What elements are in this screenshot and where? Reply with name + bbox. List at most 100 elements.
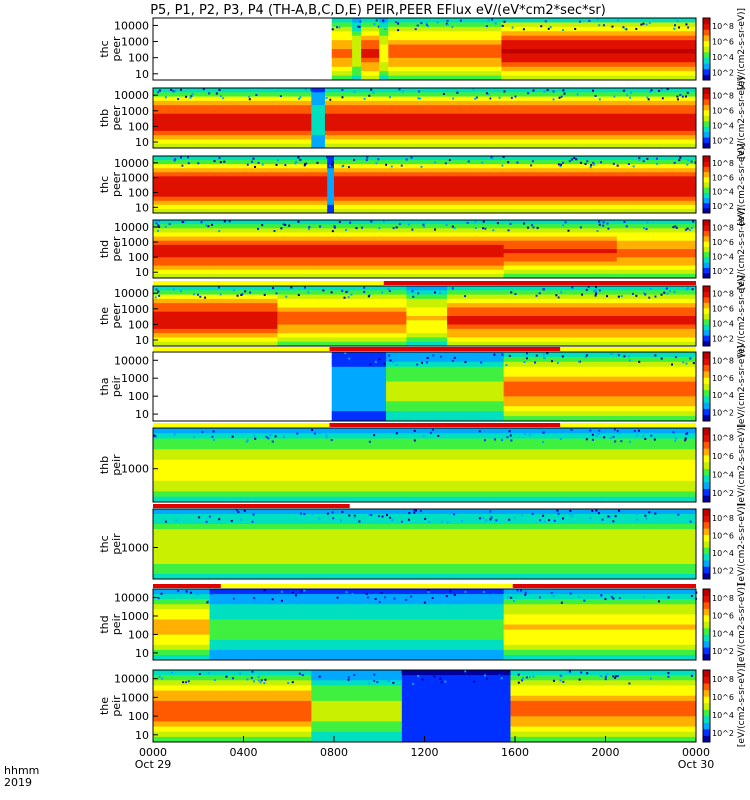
spectrum-noise [612,435,615,438]
colorbar-swatch [703,296,710,303]
spectrum-noise [157,597,160,600]
spectrum-band [311,721,403,728]
spectrum-noise [598,223,601,226]
spectrum-noise [507,596,510,599]
spectrum-noise [271,598,274,601]
panel-sub-label: peir [110,454,123,476]
colorbar-tha-peir: 10^210^410^610^8 [eV/(cm2-s-sr-eV)] [702,345,747,428]
spectrum-band [153,496,697,503]
panel-sub-label: peer [110,303,123,329]
spectrum-band [277,290,407,296]
spectrum-noise [667,596,670,599]
spectrum-noise [501,353,504,356]
spectrum-band [447,290,697,296]
spectrum-noise [568,160,571,163]
spectrum-noise [370,513,373,516]
colorbar-swatch [703,302,710,309]
spectrum-noise [532,675,535,678]
spectrum-band [153,514,697,520]
colorbar-tick-label: 10^4 [712,252,734,261]
spectrum-noise [377,158,380,161]
spectrum-band [406,328,448,334]
spectrum-band [401,680,511,686]
colorbar-swatch [703,109,710,116]
spectrum-noise [384,596,387,599]
spectrum-noise [264,678,267,681]
spectrum-band [501,44,697,50]
spectrum-band [352,22,362,28]
spectrum-noise [172,288,175,291]
spectrum-noise [626,94,629,97]
spectrum-noise [617,295,620,298]
spectrum-band [501,71,697,77]
spectrum-noise [451,26,454,29]
spectrum-noise [508,354,511,357]
spectrum-band [324,109,697,115]
spectrum-noise [261,224,264,227]
spectrum-noise [627,163,630,166]
spectrum-band [503,386,697,392]
spectrum-noise [353,90,356,93]
spectrum-noise [395,226,398,229]
spectrum-noise [580,161,583,164]
spectrum-noise [331,511,334,514]
y-tick-label: 1000 [121,691,149,704]
spectrum-noise [372,91,375,94]
colorbar-tick-label: 10^2 [712,408,734,417]
spectrum-band [388,62,502,68]
colorbar-swatch [703,383,710,391]
spectrum-noise [211,435,214,438]
spectrum-noise [679,156,682,159]
spectrum-noise [291,591,294,594]
spectrum-segment [386,352,505,422]
spectrum-noise [330,291,333,294]
y-tick-label: 10 [135,729,149,742]
spectrum-noise [598,433,601,436]
spectrum-band [311,96,326,102]
spectrum-band [153,731,312,738]
spectrum-band [153,614,211,620]
spectrum-noise [598,429,601,432]
spectrum-noise [440,355,443,358]
colorbar-swatch [703,670,710,678]
spectrum-noise [609,437,612,440]
spectrum-noise [624,27,627,30]
colorbar-tick-label: 10^4 [712,188,734,197]
colorbar-swatch [703,722,710,730]
spectrum-band [209,634,505,641]
spectrum-noise [431,597,434,600]
spectrum-band [311,726,403,733]
spectrum-band [209,639,505,646]
colorbar-tick-label: 10^6 [712,693,734,702]
spectrum-band [406,324,448,330]
spectrum-band [386,361,505,368]
spectrum-band [503,649,697,656]
spectrum-noise [295,160,298,163]
spectrum-band [153,470,697,477]
spectrum-noise [584,356,587,359]
spectrum-noise [417,675,420,678]
spectrum-band [331,53,353,59]
colorbar-swatch [703,40,710,47]
spectrum-band [153,670,312,676]
spectrum-band [153,294,278,300]
colorbar-tick-label: 10^2 [712,566,734,575]
colorbar-tick-label: 10^4 [712,122,734,131]
spectrum-band [331,75,353,81]
spectrum-noise [179,156,182,159]
colorbar-tick-label: 10^6 [712,37,734,46]
spectrum-band [447,333,697,338]
colorbar-swatch [703,364,710,372]
spectrum-noise [219,293,222,296]
spectrum-segment [327,156,335,214]
spectrum-band [153,509,697,515]
spectrum-noise [517,673,520,676]
spectrum-noise [585,288,588,291]
spectrum-noise [207,672,210,675]
spectrum-noise [154,296,157,299]
spectrum-band [510,680,697,686]
spectrum-band [386,371,505,378]
x-tick-label: 0800 [320,746,348,759]
spectrum-noise [431,428,434,431]
